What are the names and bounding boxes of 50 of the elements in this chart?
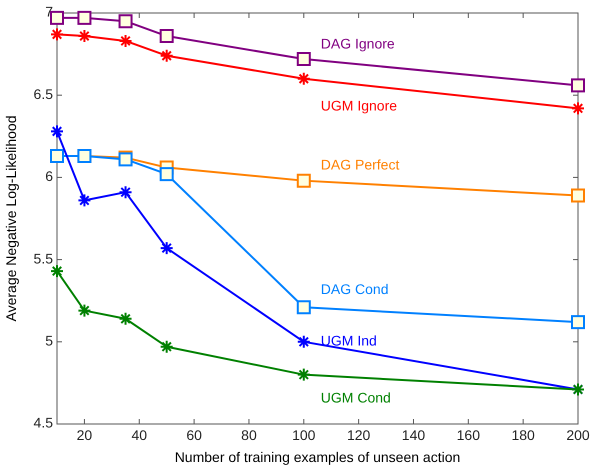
point (160, 29, 174, 44)
point (571, 315, 585, 330)
point (118, 34, 133, 48)
x-tick-label: 200 (566, 427, 590, 443)
x-axis-title: Number of training examples of unseen action (174, 449, 460, 465)
point (160, 340, 174, 354)
y-axis-title: Average Negative Log-Likelihood (3, 116, 19, 322)
point (77, 10, 92, 25)
point (296, 334, 311, 349)
point (118, 185, 133, 200)
point (77, 29, 92, 44)
x-tick-label: 100 (292, 427, 316, 443)
y-tick-label: 6.5 (34, 86, 54, 102)
point (50, 264, 64, 278)
point (77, 193, 92, 208)
point (160, 167, 174, 182)
x-tick-label: 20 (76, 427, 92, 443)
point (296, 72, 311, 86)
x-tick-label: 180 (511, 427, 536, 443)
x-tick-label: 40 (131, 427, 148, 443)
point (296, 52, 311, 66)
x-tick-label: 140 (402, 427, 426, 443)
point (571, 101, 585, 116)
x-tick-label: 80 (241, 427, 257, 443)
point (50, 124, 64, 138)
x-tick-label: 160 (456, 427, 480, 443)
point (118, 14, 133, 28)
x-tick-label: 60 (186, 427, 202, 443)
point (571, 78, 585, 92)
point (118, 312, 133, 326)
point (296, 174, 311, 188)
series-label: DAG Ignore (320, 36, 395, 52)
series-label: DAG Perfect (320, 156, 400, 172)
y-tick-label: 5 (45, 332, 54, 349)
series-label: DAG Cond (320, 280, 388, 297)
y-tick-label: 6 (45, 168, 54, 184)
point (571, 188, 585, 202)
x-tick-label: 120 (346, 427, 371, 443)
point (296, 300, 311, 314)
point (160, 241, 174, 256)
series-label: UGM Ignore (320, 97, 398, 114)
point (296, 368, 311, 382)
series-label: UGM Cond (320, 389, 391, 406)
point (77, 304, 92, 318)
point (50, 27, 64, 42)
series-label: UGM Ind (320, 332, 377, 349)
y-tick-label: 5.5 (34, 250, 54, 266)
point (160, 48, 174, 63)
y-tick-label: 7 (45, 4, 54, 20)
y-tick-label: 4.5 (34, 414, 54, 431)
